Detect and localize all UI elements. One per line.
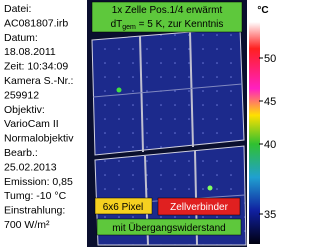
screenshot: Datei: AC081807.irb Datum: 18.08.2011 Zeit: …	[0, 0, 278, 247]
info-line: 25.02.2013	[4, 161, 57, 173]
info-line: VarioCam II	[4, 118, 59, 130]
info-line: Emission: 0,85	[4, 176, 73, 188]
info-line: Zeit: 10:34:09	[4, 61, 68, 73]
color-scale: °C 50 45 40 35	[248, 0, 278, 247]
scale-label: 40	[264, 139, 276, 151]
color-bar	[249, 22, 260, 244]
info-line: Normalobjektiv	[4, 133, 74, 145]
info-line: 18.08.2011	[4, 46, 56, 58]
info-line: 259912	[4, 89, 39, 101]
info-line: Tumg: -10 °C	[4, 190, 67, 202]
info-line: Objektiv:	[4, 104, 45, 116]
info-line: Bearb.:	[4, 147, 38, 159]
annotation-text: = 5 K, zur Kenntnis	[136, 19, 224, 30]
info-line: Kamera S.-Nr.:	[4, 75, 73, 87]
scale-label: 50	[264, 53, 276, 65]
info-line: Datei:	[4, 3, 31, 15]
scale-label: 35	[264, 209, 276, 221]
annotation-text: 6x6 Pixel	[103, 202, 144, 213]
annotation-text: mit Übergangswiderstand	[112, 222, 225, 234]
scale-unit: °C	[257, 5, 268, 16]
annotation-text: dT	[111, 19, 123, 30]
annotation-text: Zellverbinder	[170, 202, 228, 213]
info-line: 700 W/m²	[4, 219, 50, 231]
annotation-text: 1x Zelle Pos.1/4 erwärmt	[112, 5, 223, 16]
annotation-subscript: gem	[122, 24, 136, 31]
scale-label: 45	[264, 96, 276, 108]
info-line: Einstrahlung:	[4, 205, 65, 217]
info-line: AC081807.irb	[4, 17, 68, 29]
info-line: Datum:	[4, 32, 38, 44]
